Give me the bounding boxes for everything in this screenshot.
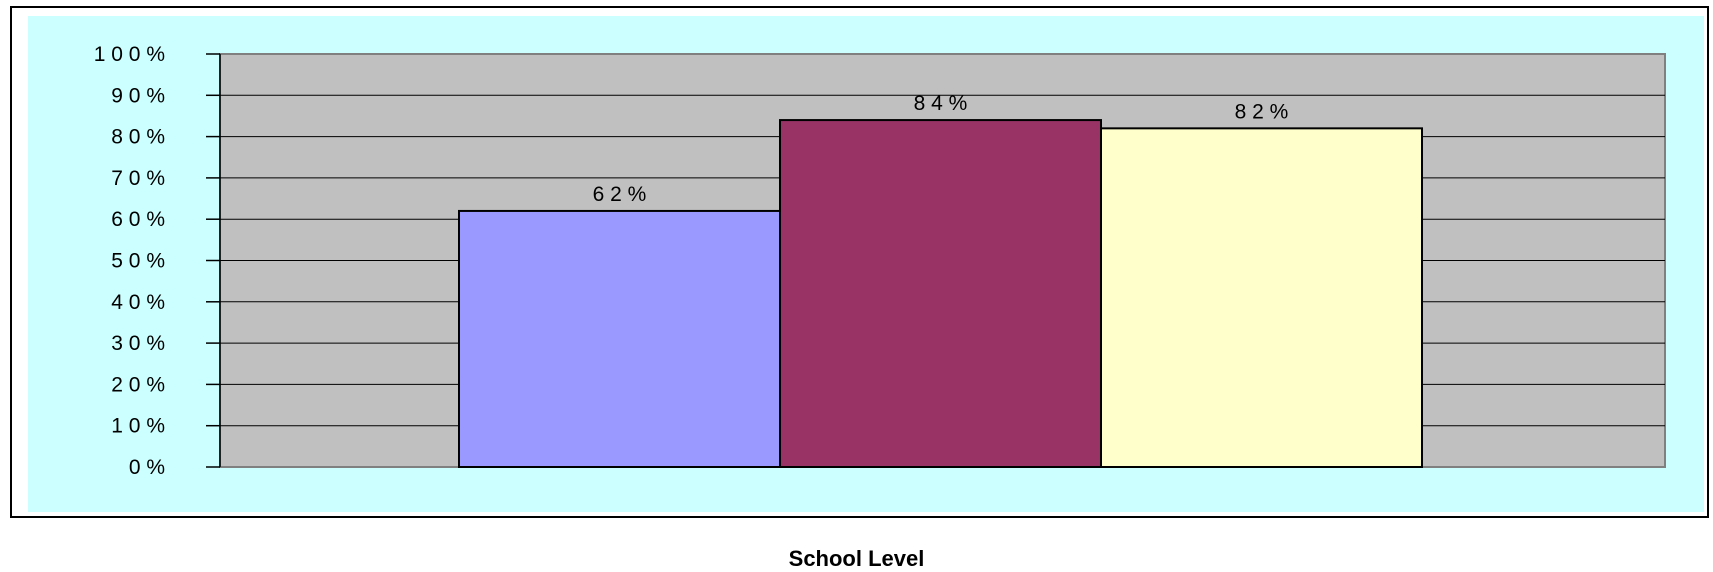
data-label: 6 2 % bbox=[593, 183, 647, 206]
y-tick-label: 5 0 % bbox=[111, 250, 165, 273]
y-tick-label: 1 0 % bbox=[111, 415, 165, 438]
y-tick-label: 0 % bbox=[129, 456, 165, 479]
data-label: 8 4 % bbox=[914, 92, 968, 115]
y-axis: 0 % 1 0 % 2 0 % 3 0 % 4 0 % 5 0 % 6 0 % 7 0 % 8 … bbox=[94, 43, 221, 479]
bar-chart: 0 % 1 0 % 2 0 % 3 0 % 4 0 % 5 0 % 6 0 % 7 0 % 8 … bbox=[28, 16, 1704, 512]
y-tick-label: 2 0 % bbox=[111, 373, 165, 396]
bar bbox=[1100, 127, 1423, 468]
y-tick-label: 6 0 % bbox=[111, 208, 165, 231]
y-tick-label: 4 0 % bbox=[111, 291, 165, 314]
data-labels: 6 2 % 8 4 % 8 2 % bbox=[593, 92, 1289, 206]
y-tick-label: 7 0 % bbox=[111, 167, 165, 190]
bars bbox=[458, 119, 1423, 469]
bar bbox=[779, 119, 1102, 469]
y-tick-label: 3 0 % bbox=[111, 332, 165, 355]
y-tick-label: 9 0 % bbox=[111, 84, 165, 107]
data-label: 8 2 % bbox=[1235, 100, 1289, 123]
y-tick-label: 1 0 0 % bbox=[94, 43, 165, 66]
bar bbox=[458, 209, 781, 468]
x-axis-title: School Level bbox=[788, 546, 925, 571]
y-tick-label: 8 0 % bbox=[111, 126, 165, 149]
